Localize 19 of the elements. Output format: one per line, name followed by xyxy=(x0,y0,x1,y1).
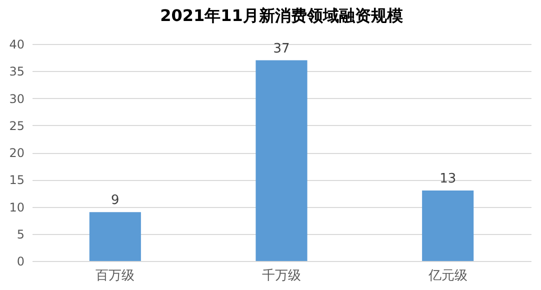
data-label: 9 xyxy=(111,193,120,208)
y-tick-label: 35 xyxy=(9,64,24,79)
y-tick-label: 0 xyxy=(16,254,24,268)
chart-title: 2021年11月新消费领域融资规模 xyxy=(160,6,403,25)
y-tick-label: 5 xyxy=(16,227,24,242)
bar xyxy=(89,212,141,261)
y-tick-label: 10 xyxy=(9,200,24,214)
bar xyxy=(422,190,474,261)
data-label: 13 xyxy=(440,171,456,186)
y-tick-label: 20 xyxy=(9,146,24,160)
y-tick-label: 15 xyxy=(9,173,24,188)
x-tick-label: 千万级 xyxy=(262,268,301,284)
x-tick-label: 亿元级 xyxy=(427,268,468,284)
data-label: 37 xyxy=(273,41,290,56)
y-tick-label: 25 xyxy=(9,118,24,133)
y-tick-label: 40 xyxy=(9,38,24,52)
y-tick-label: 30 xyxy=(9,92,24,106)
x-tick-label: 百万级 xyxy=(96,268,135,284)
bar xyxy=(256,60,308,261)
